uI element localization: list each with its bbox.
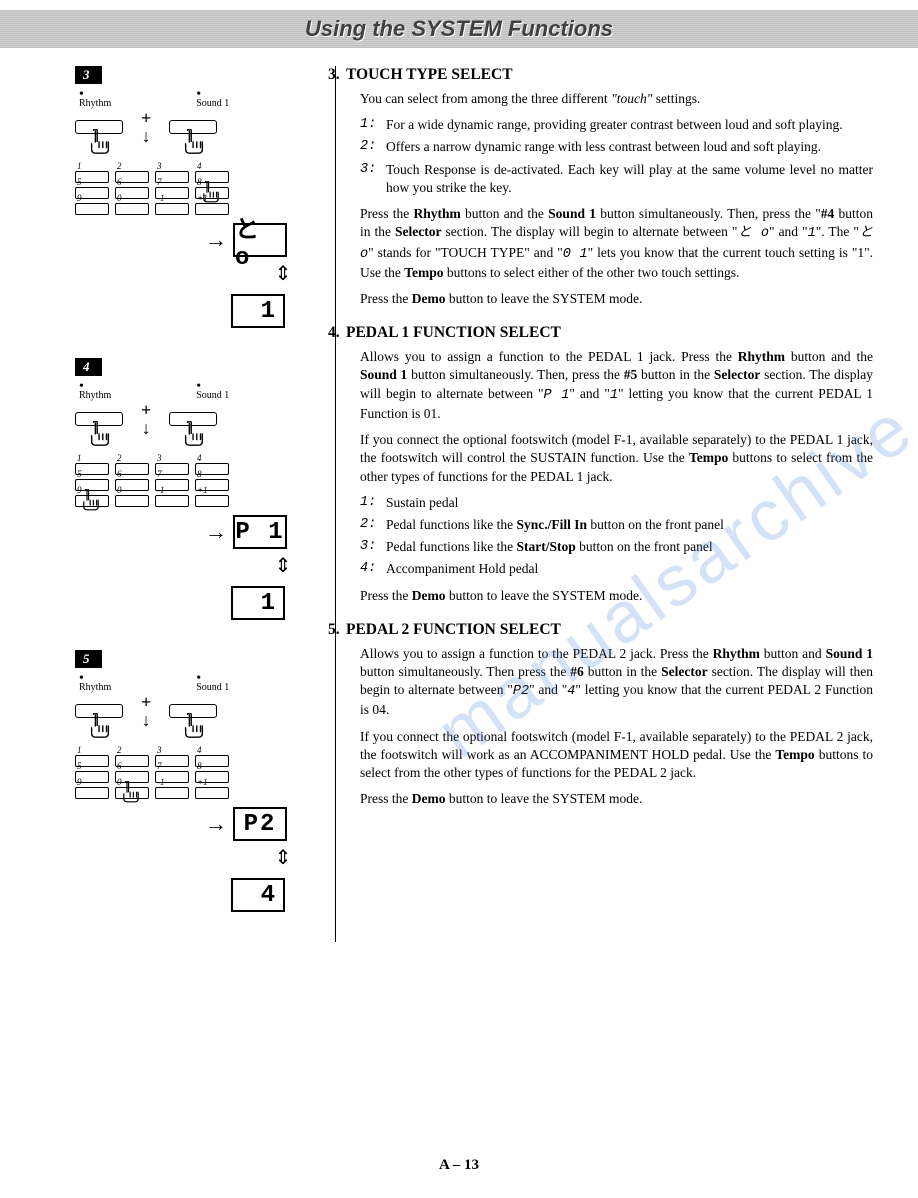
- rhythm-button: [75, 704, 123, 718]
- lcd-display: 1: [231, 294, 285, 328]
- selector-grid: 1 2 3 4 5 6: [75, 463, 335, 507]
- arrow-right-icon: →: [205, 519, 227, 545]
- page-title: Using the SYSTEM Functions: [305, 16, 613, 42]
- lcd-display: 4: [231, 878, 285, 912]
- selector-button-0: 0: [115, 203, 149, 215]
- section-pedal2: 5. PEDAL 2 FUNCTION SELECT Allows you to…: [346, 621, 873, 809]
- selector-button-0: 0: [115, 787, 149, 799]
- lcd-display: P2: [233, 807, 287, 841]
- arrow-right-icon: →: [205, 811, 227, 837]
- section-para: Press the Rhythm button and the Sound 1 …: [360, 205, 873, 282]
- option-text: Pedal functions like the Start/Stop butt…: [386, 538, 873, 556]
- section-touch-type: 3. TOUCH TYPE SELECT You can select from…: [346, 66, 873, 308]
- hand-icon: [86, 421, 114, 447]
- selector-button--1: -1: [155, 203, 189, 215]
- section-intro: You can select from among the three diff…: [360, 90, 873, 108]
- lcd-display: P 1: [233, 515, 287, 549]
- section-title: PEDAL 1 FUNCTION SELECT: [346, 324, 561, 342]
- hand-icon: [180, 421, 208, 447]
- lcd-display: 1: [231, 586, 285, 620]
- selector-button--1: -1: [155, 495, 189, 507]
- option-number: 1:: [360, 494, 386, 512]
- option-number: 4:: [360, 560, 386, 578]
- section-para: Press the Demo button to leave the SYSTE…: [360, 290, 873, 308]
- section-para: Allows you to assign a function to the P…: [360, 348, 873, 423]
- option-list: 1:For a wide dynamic range, providing gr…: [360, 116, 873, 197]
- section-para: If you connect the optional footswitch (…: [360, 728, 873, 783]
- hand-icon: [86, 129, 114, 155]
- hand-icon: [86, 713, 114, 739]
- option-text: Touch Response is de-activated. Each key…: [386, 161, 873, 197]
- page-header: Using the SYSTEM Functions: [0, 10, 918, 48]
- diagram-step-3: 3 •Rhythm •Sound 1 +↓ 1 2 3: [75, 66, 335, 328]
- selector-button-+1: +1: [195, 203, 229, 215]
- rhythm-button: [75, 120, 123, 134]
- sound1-button: [169, 412, 217, 426]
- option-number: 2:: [360, 138, 386, 156]
- option-number: 2:: [360, 516, 386, 534]
- plus-arrow-icon: +↓: [141, 693, 151, 729]
- arrow-right-icon: →: [205, 227, 227, 253]
- selector-button--1: -1: [155, 787, 189, 799]
- step-badge: 5: [75, 650, 102, 668]
- section-pedal1: 4. PEDAL 1 FUNCTION SELECT Allows you to…: [346, 324, 873, 605]
- sound1-button: [169, 704, 217, 718]
- option-text: Offers a narrow dynamic range with less …: [386, 138, 873, 156]
- option-list: 1:Sustain pedal 2:Pedal functions like t…: [360, 494, 873, 579]
- updown-arrow-icon: ⇕: [231, 845, 335, 870]
- diagrams-column: 3 •Rhythm •Sound 1 +↓ 1 2 3: [75, 66, 335, 942]
- plus-arrow-icon: +↓: [141, 401, 151, 437]
- selector-button-0: 0: [115, 495, 149, 507]
- option-number: 3:: [360, 161, 386, 197]
- sound1-button: [169, 120, 217, 134]
- step-badge: 3: [75, 66, 102, 84]
- plus-arrow-icon: +↓: [141, 109, 151, 145]
- diagram-step-5: 5 •Rhythm •Sound 1 +↓ 1 2 3: [75, 650, 335, 912]
- diagram-step-4: 4 •Rhythm •Sound 1 +↓ 1 2 3: [75, 358, 335, 620]
- option-text: Pedal functions like the Sync./Fill In b…: [386, 516, 873, 534]
- hand-icon: [180, 713, 208, 739]
- section-title: PEDAL 2 FUNCTION SELECT: [346, 621, 561, 639]
- section-para: If you connect the optional footswitch (…: [360, 431, 873, 486]
- selector-button-+1: +1: [195, 787, 229, 799]
- section-para: Press the Demo button to leave the SYSTE…: [360, 790, 873, 808]
- selector-button-9: 9: [75, 495, 109, 507]
- step-badge: 4: [75, 358, 102, 376]
- section-para: Press the Demo button to leave the SYSTE…: [360, 587, 873, 605]
- section-number: 5.: [328, 621, 346, 639]
- selector-button-9: 9: [75, 787, 109, 799]
- section-title: TOUCH TYPE SELECT: [346, 66, 513, 84]
- option-number: 1:: [360, 116, 386, 134]
- rhythm-button: [75, 412, 123, 426]
- hand-icon: [180, 129, 208, 155]
- selector-button-+1: +1: [195, 495, 229, 507]
- option-text: Accompaniment Hold pedal: [386, 560, 873, 578]
- option-number: 3:: [360, 538, 386, 556]
- selector-button-9: 9: [75, 203, 109, 215]
- selector-grid: 1 2 3 4 5 6: [75, 755, 335, 799]
- page-number: A – 13: [0, 1157, 918, 1174]
- text-column: 3. TOUCH TYPE SELECT You can select from…: [335, 66, 873, 942]
- updown-arrow-icon: ⇕: [231, 553, 335, 578]
- lcd-display: と o: [233, 223, 287, 257]
- option-text: For a wide dynamic range, providing grea…: [386, 116, 873, 134]
- section-para: Allows you to assign a function to the P…: [360, 645, 873, 720]
- selector-grid: 1 2 3 4 5 6: [75, 171, 335, 215]
- option-text: Sustain pedal: [386, 494, 873, 512]
